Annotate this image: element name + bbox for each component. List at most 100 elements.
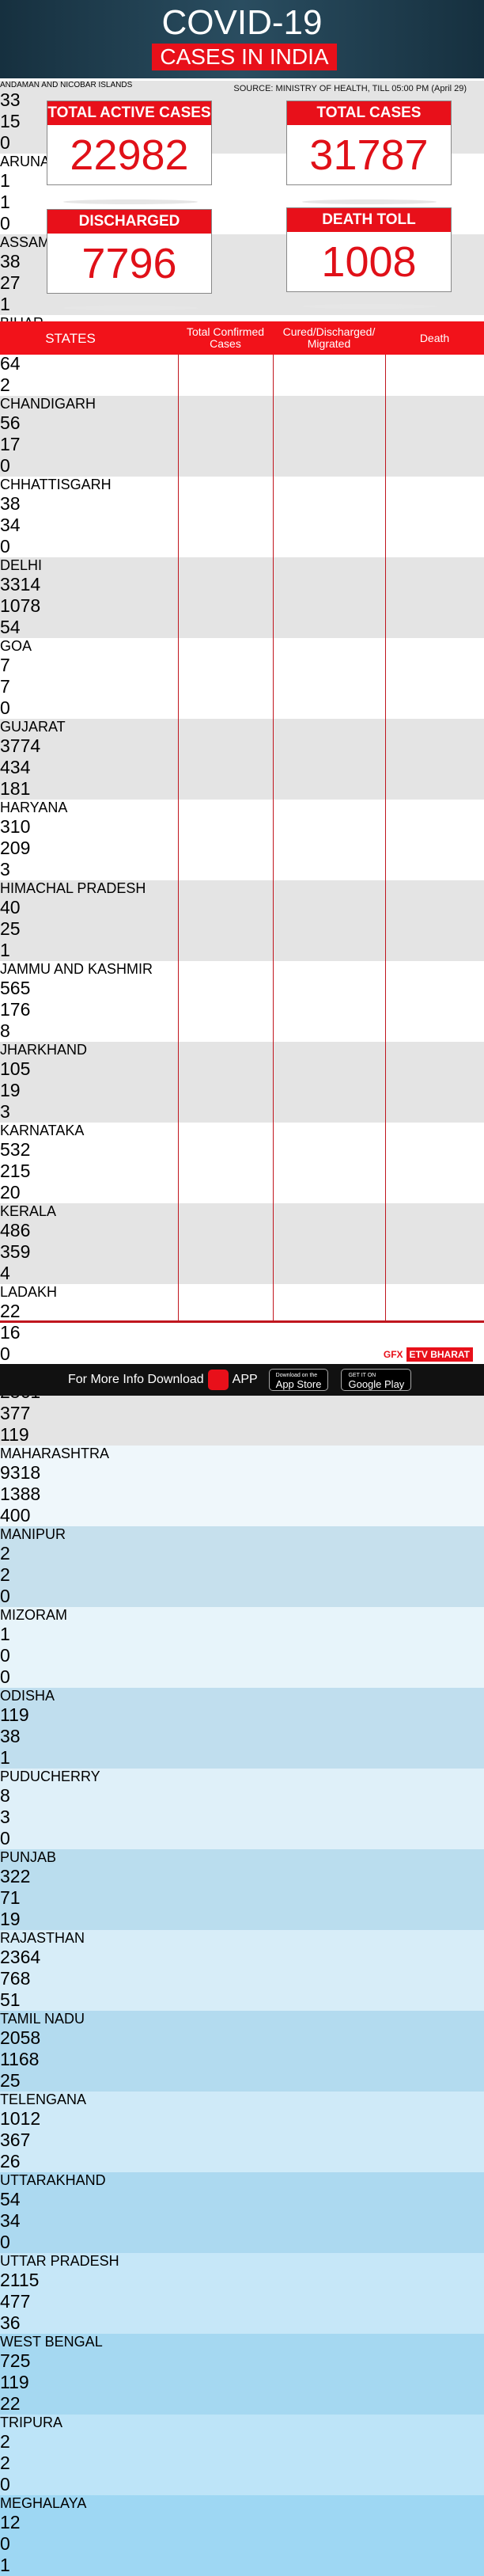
confirmed-cases: 725 [0, 2350, 31, 2371]
cured-cases: 17 [0, 434, 21, 454]
state-name: PUNJAB [0, 1849, 57, 1865]
cured-cases: 1388 [0, 1484, 41, 1504]
death-cases: 1 [0, 294, 10, 314]
death-cases: 0 [0, 213, 10, 234]
cured-cases: 768 [0, 1968, 31, 1989]
death-cases: 0 [0, 2232, 10, 2252]
column-header: STATES [45, 330, 96, 346]
death-cases: 0 [0, 2474, 10, 2494]
death-cases: 1 [0, 940, 10, 960]
state-name: HARYANA [0, 800, 68, 815]
cured-cases: 15 [0, 111, 21, 131]
death-cases: 0 [0, 1586, 10, 1606]
stat-value: 22982 [70, 131, 189, 179]
stat-value: 1008 [321, 238, 417, 286]
death-cases: 181 [0, 778, 31, 799]
confirmed-cases: 486 [0, 1220, 31, 1241]
cured-cases: 64 [0, 353, 21, 374]
state-name: PUDUCHERRY [0, 1769, 100, 1784]
death-cases: 1 [0, 1747, 10, 1768]
confirmed-cases: 3314 [0, 574, 41, 595]
confirmed-cases: 2364 [0, 1947, 41, 1967]
state-name: MIZORAM [0, 1607, 67, 1623]
state-name: GOA [0, 638, 32, 654]
table-bottom [0, 1320, 484, 1323]
state-name: ANDAMAN AND NICOBAR ISLANDS [0, 81, 133, 89]
death-cases: 20 [0, 1182, 21, 1203]
confirmed-cases: 9318 [0, 1462, 41, 1483]
stat-value: 7796 [81, 240, 177, 287]
app-icon [207, 1370, 229, 1390]
state-name: MANIPUR [0, 1526, 66, 1542]
state-name: TAMIL NADU [0, 2011, 85, 2027]
death-cases: 0 [0, 697, 10, 718]
subtitle: CASES IN INDIA [152, 44, 337, 70]
cured-cases: 119 [0, 2372, 29, 2392]
cured-cases: 0 [0, 1645, 10, 1666]
table-row: MIZORAM 1 0 0 [0, 1607, 484, 1688]
confirmed-cases: 8 [0, 1785, 10, 1806]
death-cases: 0 [0, 455, 10, 476]
confirmed-cases: 38 [0, 493, 21, 514]
table-row: LADAKH 22 16 0 [0, 1284, 484, 1365]
table-row: WEST BENGAL 725 119 22 [0, 2334, 484, 2415]
cured-cases: 34 [0, 2210, 21, 2231]
play-store-button[interactable]: GET IT ON Google Play [341, 1369, 412, 1391]
confirmed-cases: 40 [0, 897, 21, 918]
cured-cases: 377 [0, 1403, 31, 1423]
table-header: STATES Total Confirmed Cases Cured/Disch… [0, 321, 484, 355]
cured-cases: 7 [0, 676, 10, 697]
state-name: JHARKHAND [0, 1042, 88, 1058]
stat-box: TOTAL ACTIVE CASES 22982 [47, 101, 212, 185]
table-row: TELENGANA 1012 367 26 [0, 2092, 484, 2172]
cured-cases: 209 [0, 838, 31, 858]
confirmed-cases: 310 [0, 816, 31, 837]
death-cases: 0 [0, 1666, 10, 1687]
table-row: RAJASTHAN 2364 768 51 [0, 1930, 484, 2011]
state-name: TRIPURA [0, 2415, 63, 2430]
state-name: ODISHA [0, 1688, 55, 1704]
store-small: Download on the [275, 1373, 318, 1378]
stat-value: 31787 [309, 131, 429, 179]
column-divider [178, 355, 179, 1320]
table-row: JAMMU AND KASHMIR 565 176 8 [0, 961, 484, 1042]
cured-cases: 38 [0, 1726, 21, 1746]
confirmed-cases: 56 [0, 412, 21, 433]
cured-cases: 25 [0, 918, 21, 939]
death-cases: 0 [0, 1343, 10, 1364]
column-divider [273, 355, 274, 1320]
confirmed-cases: 54 [0, 2189, 21, 2209]
confirmed-cases: 532 [0, 1139, 31, 1160]
cured-cases: 359 [0, 1241, 31, 1262]
state-name: UTTARAKHAND [0, 2172, 106, 2188]
death-cases: 4 [0, 1263, 10, 1283]
state-name: JAMMU AND KASHMIR [0, 961, 153, 977]
state-name: MAHARASHTRA [0, 1446, 110, 1461]
table-row: HIMACHAL PRADESH 40 25 1 [0, 880, 484, 961]
cured-cases: 16 [0, 1322, 21, 1343]
credit: GFX ETV BHARAT [384, 1347, 473, 1362]
confirmed-cases: 1 [0, 1624, 10, 1644]
cured-cases: 1 [0, 192, 10, 212]
stat-box: TOTAL CASES 31787 [286, 101, 452, 185]
cured-cases: 367 [0, 2130, 31, 2150]
state-name: HIMACHAL PRADESH [0, 880, 146, 896]
table-row: KARNATAKA 532 215 20 [0, 1123, 484, 1203]
table-row: CHANDIGARH 56 17 0 [0, 396, 484, 477]
confirmed-cases: 7 [0, 655, 10, 675]
app-store-button[interactable]: Download on the App Store [268, 1369, 329, 1391]
death-cases: 2 [0, 374, 10, 395]
table-row: KERALA 486 359 4 [0, 1203, 484, 1284]
death-cases: 3 [0, 1101, 10, 1122]
confirmed-cases: 2058 [0, 2027, 41, 2048]
app-label: APP [232, 1373, 258, 1386]
cured-cases: 1168 [0, 2049, 40, 2069]
cured-cases: 2 [0, 2453, 10, 2473]
shadow [63, 199, 198, 204]
table-row: MAHARASHTRA 9318 1388 400 [0, 1446, 484, 1526]
table-row: UTTAR PRADESH 2115 477 36 [0, 2253, 484, 2334]
death-cases: 51 [0, 1989, 21, 2010]
death-cases: 3 [0, 859, 10, 880]
state-name: ASSAM [0, 234, 51, 250]
